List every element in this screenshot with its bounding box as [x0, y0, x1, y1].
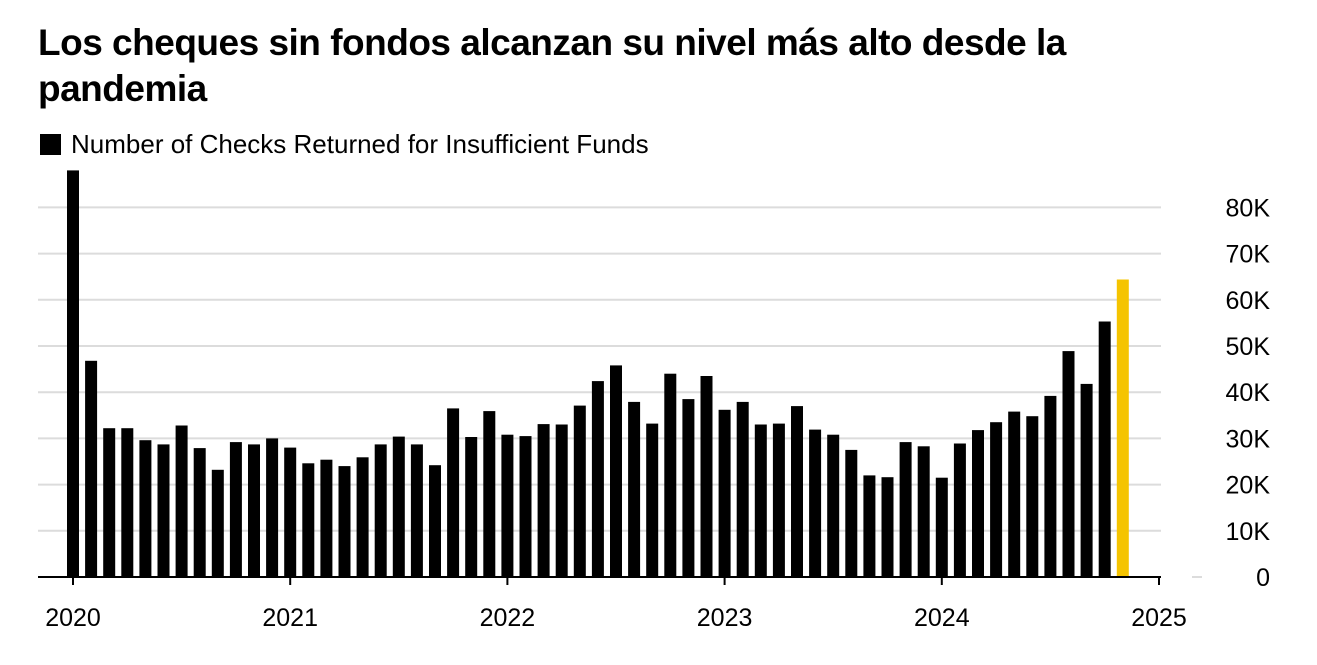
bar	[990, 422, 1003, 577]
bar	[700, 376, 713, 577]
bar	[1080, 383, 1093, 577]
bar	[736, 401, 749, 577]
bar	[193, 448, 206, 577]
bar	[284, 447, 297, 577]
bar	[646, 423, 659, 577]
chart-title: Los cheques sin fondos alcanzan su nivel…	[38, 22, 1066, 109]
bar	[266, 438, 279, 577]
bar	[121, 428, 134, 577]
x-tick-label: 2022	[480, 604, 536, 632]
y-tick-label: 40K	[1226, 379, 1271, 407]
bar	[845, 449, 858, 577]
bar	[1044, 395, 1057, 577]
x-tick-label: 2020	[45, 604, 101, 632]
bar	[682, 399, 695, 577]
x-tick-label: 2023	[697, 604, 753, 632]
y-tick-label: 20K	[1226, 472, 1271, 500]
bar	[302, 463, 315, 577]
y-tick-label: 60K	[1226, 287, 1271, 315]
bar	[67, 170, 79, 577]
bar	[320, 459, 333, 577]
x-tick-label: 2021	[262, 604, 318, 632]
bar	[410, 444, 423, 577]
bar	[953, 443, 966, 577]
bar	[356, 457, 369, 577]
bar	[211, 469, 224, 577]
bar	[610, 365, 622, 577]
bar	[85, 360, 98, 577]
bar	[573, 405, 586, 577]
bar	[1098, 321, 1111, 577]
y-tick-label: 50K	[1226, 333, 1271, 361]
bar	[555, 424, 568, 577]
bar	[483, 411, 496, 577]
bar	[229, 442, 242, 577]
bar	[754, 424, 767, 577]
bar	[175, 425, 188, 577]
y-tick-label: 80K	[1226, 194, 1271, 222]
bar	[1026, 416, 1039, 577]
bar	[392, 436, 405, 577]
bar	[248, 444, 260, 577]
bar	[429, 465, 441, 577]
bar	[537, 424, 550, 577]
y-tick-label: 70K	[1226, 241, 1271, 269]
legend-label: Number of Checks Returned for Insufficie…	[71, 129, 649, 159]
bar	[664, 373, 677, 577]
y-tick-label: 30K	[1226, 425, 1271, 453]
bar	[1008, 411, 1021, 577]
x-tick-label: 2024	[914, 604, 970, 632]
bar	[465, 437, 478, 577]
y-tick-labels: 0 10K 20K 30K 40K 50K 60K 70K 80K	[1226, 194, 1271, 592]
bar	[935, 477, 948, 577]
legend-swatch	[40, 133, 61, 155]
bar	[628, 401, 641, 577]
bar	[972, 430, 984, 577]
x-tick-labels: 2020 2021 2022 2023 2024 2025	[45, 604, 1187, 632]
bar	[139, 440, 152, 577]
bar	[772, 423, 785, 577]
bar	[157, 444, 170, 577]
bar	[374, 444, 387, 577]
bar	[591, 381, 604, 577]
bar	[917, 446, 930, 577]
bar	[447, 408, 460, 577]
bar	[338, 466, 351, 577]
y-tick-label: 10K	[1226, 518, 1271, 546]
legend: Number of Checks Returned for Insufficie…	[40, 130, 649, 158]
bar	[881, 477, 894, 577]
bar	[827, 434, 840, 577]
bar-latest-highlight	[1116, 279, 1129, 577]
bars	[67, 170, 1129, 577]
bar	[809, 429, 822, 577]
x-tick-label: 2025	[1131, 604, 1187, 632]
y-tick-label: 0	[1256, 564, 1270, 592]
bar	[899, 442, 912, 577]
axes	[38, 576, 1161, 585]
bar	[519, 436, 532, 577]
bar	[863, 475, 876, 577]
bar	[1062, 351, 1075, 577]
bar	[103, 428, 116, 577]
bar	[501, 434, 514, 577]
bar	[718, 409, 731, 577]
bar	[791, 406, 803, 577]
